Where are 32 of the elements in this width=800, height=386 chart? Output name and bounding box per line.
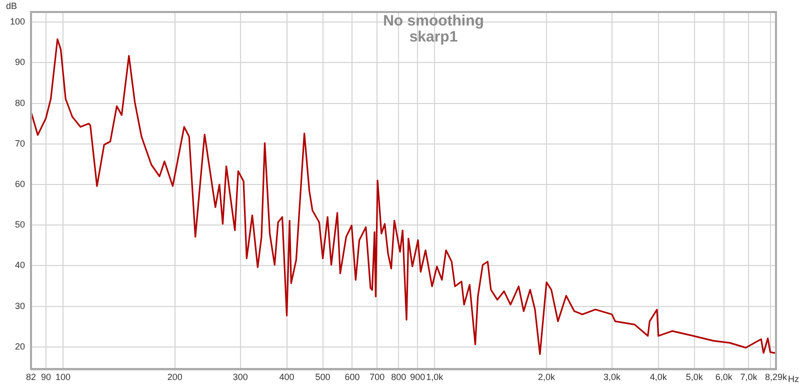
x-tick-label: 400 [279, 372, 294, 382]
x-tick-label: 4,0k [650, 372, 668, 382]
x-tick-label: 600 [344, 372, 360, 382]
x-tick-label: 300 [232, 372, 248, 382]
y-tick-label: 50 [15, 220, 26, 230]
x-axis-title: Hz [788, 374, 800, 384]
x-tick-label: 5,0k [686, 372, 704, 382]
x-tick-label: 500 [315, 372, 330, 382]
x-tick-label: 90 [41, 372, 52, 382]
y-tick-label: 100 [10, 16, 26, 27]
x-tick-label: 82 [26, 372, 36, 382]
x-tick-label: 8,29k [764, 372, 788, 382]
x-tick-label: 100 [56, 372, 71, 382]
y-tick-label: 70 [15, 138, 26, 148]
y-axis-title: dB [6, 0, 18, 11]
y-tick-label: 30 [15, 300, 26, 311]
y-tick-label: 60 [15, 178, 26, 189]
x-tick-label: 900 [410, 372, 426, 382]
y-tick-label: 90 [15, 57, 26, 68]
x-tick-label: 2,0k [538, 372, 556, 382]
y-tick-label: 80 [15, 98, 26, 108]
x-tick-label: 7,0k [740, 372, 758, 382]
y-tick-label: 20 [15, 341, 26, 352]
x-tick-label: 700 [370, 372, 385, 382]
text: skarp1 [409, 28, 458, 46]
x-tick-label: 1,0k [426, 372, 444, 382]
x-tick-label: 6,0k [715, 372, 733, 382]
x-tick-label: 800 [391, 372, 406, 382]
x-tick-label: 3,0k [603, 372, 621, 382]
x-tick-label: 200 [167, 372, 182, 382]
y-tick-label: 40 [15, 260, 26, 270]
chart-title: No smoothing [383, 12, 484, 30]
